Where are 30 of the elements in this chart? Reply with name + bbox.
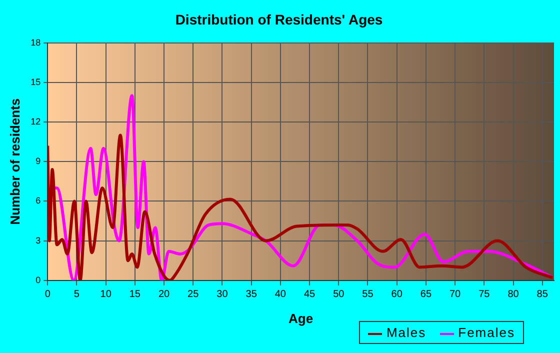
x-tick-label: 30 — [216, 289, 228, 300]
x-tick-label: 65 — [420, 289, 432, 300]
y-tick-label: 0 — [36, 274, 41, 285]
x-tick-label: 5 — [74, 289, 80, 300]
x-tick-label: 10 — [100, 289, 112, 300]
x-tick-label: 20 — [158, 289, 170, 300]
y-axis-title: Number of residents — [7, 98, 22, 225]
x-tick-label: 25 — [188, 289, 200, 300]
x-tick-label: 45 — [304, 289, 316, 300]
y-tick-label: 12 — [30, 116, 41, 126]
x-tick-label: 80 — [508, 289, 520, 300]
y-tick-label: 15 — [30, 76, 41, 87]
x-tick-label: 85 — [536, 289, 548, 300]
x-tick-label: 35 — [246, 289, 258, 300]
x-tick-label: 50 — [333, 289, 345, 300]
chart-title: Distribution of Residents' Ages — [175, 11, 383, 28]
x-tick-label: 75 — [478, 289, 490, 300]
x-tick-label: 40 — [274, 289, 286, 300]
y-tick-label: 9 — [36, 156, 41, 166]
x-tick-label: 0 — [44, 289, 51, 300]
y-tick-label: 6 — [36, 196, 41, 206]
x-tick-label: 15 — [129, 289, 141, 300]
x-tick-label: 70 — [449, 289, 462, 300]
x-axis-title: Age — [288, 310, 314, 326]
y-tick-label: 3 — [36, 235, 41, 246]
x-tick-label: 55 — [362, 289, 374, 300]
legend-label: Females — [457, 325, 515, 340]
x-tick-label: 60 — [391, 289, 403, 300]
legend-label: Males — [385, 325, 426, 340]
y-tick-label: 18 — [30, 37, 41, 48]
